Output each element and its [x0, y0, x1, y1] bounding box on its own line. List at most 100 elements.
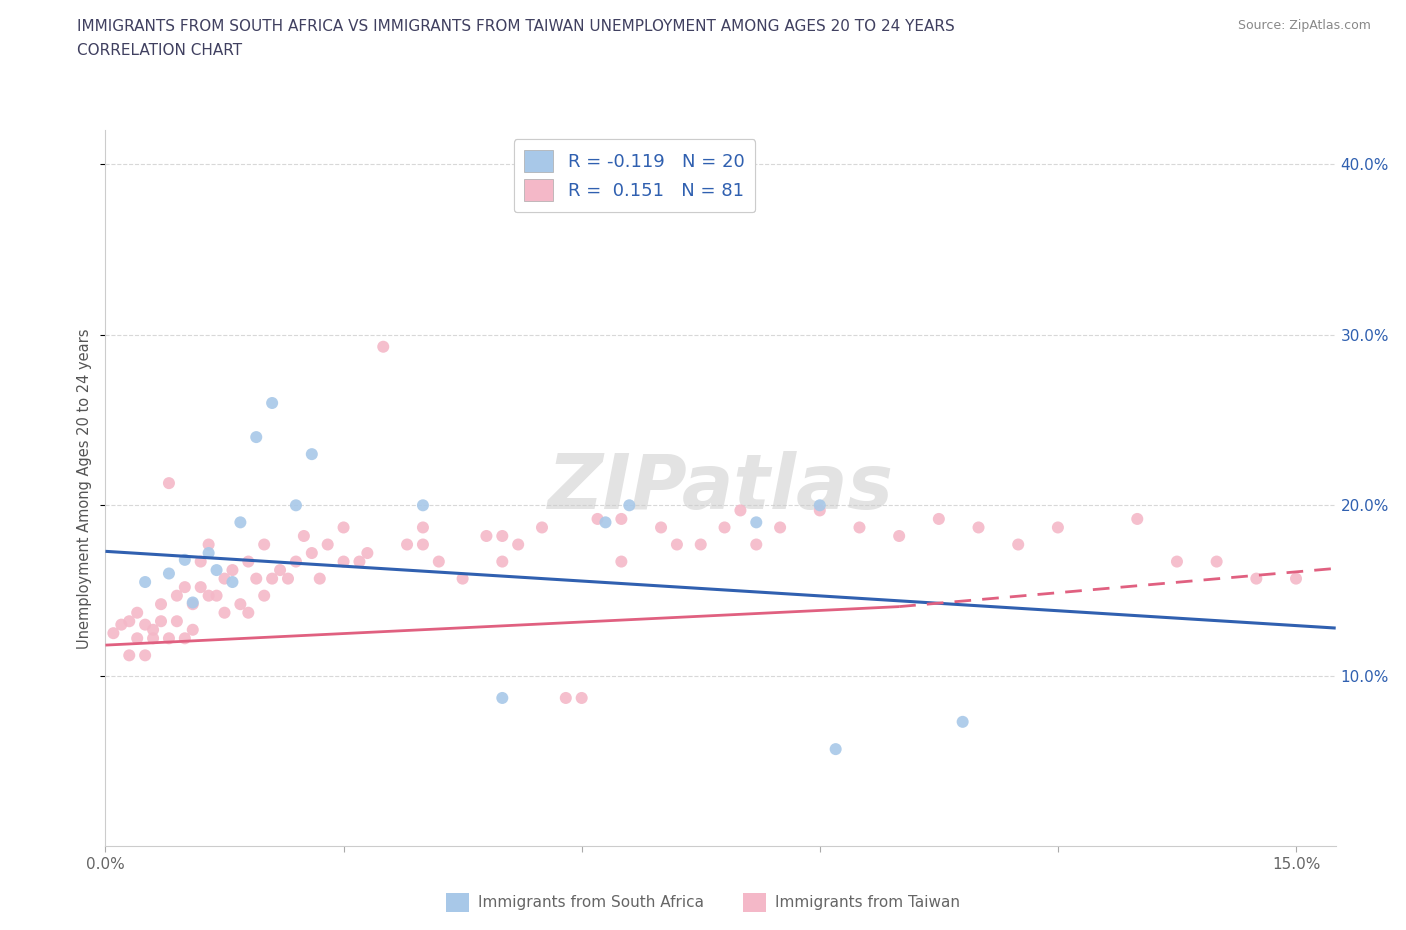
- Point: [491, 554, 513, 569]
- Point: [173, 631, 195, 645]
- Point: [157, 476, 180, 491]
- Point: [554, 691, 576, 706]
- Point: [253, 589, 276, 604]
- Point: [181, 595, 204, 610]
- Point: [689, 538, 711, 552]
- Point: [197, 546, 219, 561]
- Point: [745, 538, 768, 552]
- Point: [205, 563, 228, 578]
- Point: [118, 648, 141, 663]
- Point: [848, 520, 870, 535]
- Point: [214, 605, 236, 620]
- Point: [308, 571, 330, 586]
- Point: [221, 563, 243, 578]
- Point: [824, 742, 846, 757]
- Point: [332, 520, 354, 535]
- Point: [103, 626, 125, 641]
- Point: [665, 538, 688, 552]
- Point: [157, 631, 180, 645]
- Text: IMMIGRANTS FROM SOUTH AFRICA VS IMMIGRANTS FROM TAIWAN UNEMPLOYMENT AMONG AGES 2: IMMIGRANTS FROM SOUTH AFRICA VS IMMIGRAN…: [77, 19, 955, 33]
- Point: [229, 515, 252, 530]
- Point: [571, 691, 593, 706]
- Point: [134, 575, 156, 590]
- Point: [181, 597, 204, 612]
- Point: [610, 554, 633, 569]
- Point: [1166, 554, 1188, 569]
- Y-axis label: Unemployment Among Ages 20 to 24 years: Unemployment Among Ages 20 to 24 years: [77, 328, 93, 648]
- Point: [157, 566, 180, 581]
- Point: [808, 498, 831, 512]
- Point: [127, 631, 149, 645]
- Point: [301, 546, 323, 561]
- Point: [745, 515, 768, 530]
- Legend: R = -0.119   N = 20, R =  0.151   N = 81: R = -0.119 N = 20, R = 0.151 N = 81: [513, 140, 755, 212]
- Point: [197, 538, 219, 552]
- Point: [1246, 571, 1268, 586]
- Point: [373, 339, 395, 354]
- Point: [284, 498, 307, 512]
- Point: [301, 446, 323, 461]
- Point: [595, 515, 617, 530]
- Point: [412, 520, 434, 535]
- Point: [229, 597, 252, 612]
- Point: [190, 579, 212, 594]
- Point: [142, 631, 165, 645]
- Point: [769, 520, 792, 535]
- Point: [1046, 520, 1069, 535]
- Point: [118, 614, 141, 629]
- Point: [269, 563, 291, 578]
- Text: ZIPatlas: ZIPatlas: [547, 451, 894, 525]
- Point: [928, 512, 950, 526]
- Point: [214, 571, 236, 586]
- Point: [127, 605, 149, 620]
- Point: [142, 622, 165, 637]
- Point: [205, 589, 228, 604]
- Point: [1205, 554, 1227, 569]
- Point: [808, 503, 831, 518]
- Text: Source: ZipAtlas.com: Source: ZipAtlas.com: [1237, 19, 1371, 32]
- Point: [238, 554, 260, 569]
- Point: [134, 648, 156, 663]
- Point: [245, 571, 267, 586]
- Point: [396, 538, 419, 552]
- Point: [730, 503, 752, 518]
- Point: [166, 589, 188, 604]
- Point: [1126, 512, 1149, 526]
- Point: [245, 430, 267, 445]
- Point: [134, 618, 156, 632]
- Point: [412, 498, 434, 512]
- Point: [967, 520, 990, 535]
- Point: [110, 618, 132, 632]
- Point: [332, 554, 354, 569]
- Point: [262, 395, 284, 410]
- Point: [190, 554, 212, 569]
- Point: [491, 528, 513, 543]
- Point: [451, 571, 474, 586]
- Point: [173, 579, 195, 594]
- Point: [889, 528, 911, 543]
- Point: [508, 538, 530, 552]
- Point: [173, 552, 195, 567]
- Point: [713, 520, 735, 535]
- Point: [475, 528, 498, 543]
- Point: [952, 714, 974, 729]
- Text: CORRELATION CHART: CORRELATION CHART: [77, 43, 242, 58]
- Point: [150, 597, 173, 612]
- Point: [181, 622, 204, 637]
- Point: [530, 520, 553, 535]
- Point: [316, 538, 339, 552]
- Point: [284, 554, 307, 569]
- Point: [412, 538, 434, 552]
- Point: [262, 571, 284, 586]
- Point: [277, 571, 299, 586]
- Point: [491, 691, 513, 706]
- Point: [150, 614, 173, 629]
- Point: [619, 498, 641, 512]
- Point: [650, 520, 672, 535]
- Point: [356, 546, 378, 561]
- Point: [586, 512, 609, 526]
- Point: [610, 512, 633, 526]
- Legend: Immigrants from South Africa, Immigrants from Taiwan: Immigrants from South Africa, Immigrants…: [440, 887, 966, 918]
- Point: [166, 614, 188, 629]
- Point: [349, 554, 371, 569]
